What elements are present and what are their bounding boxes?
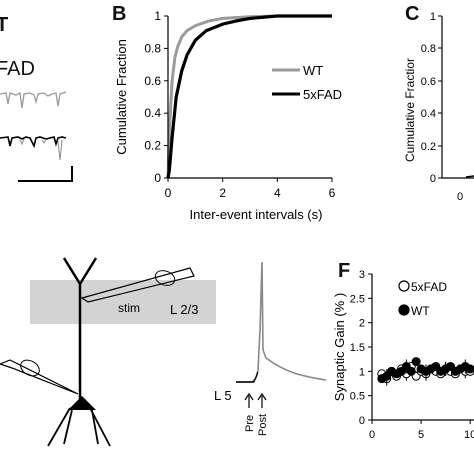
f-legend-marker-5xfad <box>398 280 410 292</box>
c-ytick: 1 <box>430 11 436 23</box>
panel-letter-b: B <box>112 3 127 25</box>
f-legend-label-wt: WT <box>411 304 430 318</box>
layer-5-label: L 5 <box>214 388 232 403</box>
b-ytick-label: 0.4 <box>144 106 161 120</box>
wt-trace <box>0 91 67 109</box>
b-xlabel: Inter-event intervals (s) <box>190 207 323 222</box>
f-xtick-label: 5 <box>418 429 424 441</box>
c-ytick: 0 <box>430 173 436 185</box>
soma <box>68 396 96 410</box>
c-ytick: 0.6 <box>421 76 436 88</box>
basal-dendrites <box>47 407 111 447</box>
layer-23-label: L 2/3 <box>170 302 198 317</box>
b-xtick-label: 4 <box>274 186 281 200</box>
legend-label-wt: WT <box>303 63 323 78</box>
f-ylabel: Synaptic Gain (% ) <box>332 293 347 401</box>
f-xtick-label: 0 <box>369 429 375 441</box>
f-legend-marker-wt <box>398 304 410 316</box>
b-ytick-label: 0.8 <box>144 41 161 55</box>
panel-letter-f: F <box>338 260 351 282</box>
genotype-label: FAD <box>0 58 35 80</box>
c-ytick: 0.8 <box>421 43 436 55</box>
f-ytick-label: 0.5 <box>350 391 365 403</box>
f-ytick-label: 2.5 <box>350 293 365 305</box>
f-point-wt <box>406 366 416 376</box>
c-yticks: 1 0.8 0.6 0.4 0.2 0 <box>421 11 442 185</box>
stim-label: stim <box>118 301 140 315</box>
panel-letter-c: C <box>405 3 420 25</box>
c-xtick: 0 <box>457 191 463 203</box>
pre-arrow <box>244 392 254 408</box>
f-xtick-label: 10 <box>464 429 474 441</box>
c-ytick: 0.4 <box>421 108 436 120</box>
b-ytick-label: 0 <box>154 171 161 185</box>
b-ylabel: Cumulative Fraction <box>114 39 129 155</box>
b-xtick-label: 0 <box>165 186 172 200</box>
c-ylabel: Cumulative Fractior <box>403 58 417 162</box>
f-ytick-label: 2 <box>359 318 365 330</box>
scale-bar <box>18 166 73 182</box>
fad-trace-noise <box>19 138 63 161</box>
b-xtick-label: 2 <box>219 186 226 200</box>
f-ytick-label: 1 <box>359 366 365 378</box>
panel-letter-t: T <box>0 14 9 36</box>
f-point-wt <box>411 357 421 367</box>
neuron-schematic: stim L 2/3 L 5 Pre Post <box>0 257 327 447</box>
fad-trace <box>0 136 67 149</box>
pre-label: Pre <box>244 415 256 432</box>
legend-label-5xfad: 5xFAD <box>303 87 342 102</box>
c-ytick: 0.2 <box>421 141 436 153</box>
recording-electrode <box>0 359 79 395</box>
b-ytick-label: 0.2 <box>144 139 161 153</box>
f-ytick-label: 3 <box>359 269 365 281</box>
f-legend-label-5xfad: 5xFAD <box>411 280 447 294</box>
series-line-5xfad <box>166 14 332 179</box>
f-ytick-label: 1.5 <box>350 342 365 354</box>
b-ytick-label: 1 <box>154 9 161 23</box>
layer-23-band <box>30 280 216 324</box>
trace-figure <box>0 91 73 182</box>
stim-electrode <box>80 267 195 303</box>
b-xtick-label: 6 <box>329 186 336 200</box>
epsp-trace <box>236 261 327 383</box>
chart-c: Cumulative Fractior 1 0.8 0.6 0.4 0.2 0 … <box>403 11 474 203</box>
post-arrow <box>257 392 267 408</box>
b-ytick-label: 0.6 <box>144 74 161 88</box>
f-point-wt <box>465 364 474 374</box>
apical-dendrite <box>62 257 98 400</box>
f-ytick-label: 0 <box>359 415 365 427</box>
post-label: Post <box>257 414 269 436</box>
